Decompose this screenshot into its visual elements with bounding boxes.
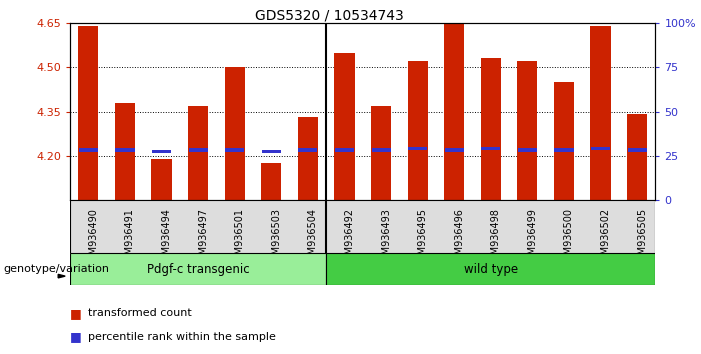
Bar	[299, 148, 318, 152]
Bar	[335, 148, 354, 152]
Text: percentile rank within the sample: percentile rank within the sample	[88, 332, 275, 342]
Text: GSM936503: GSM936503	[271, 208, 281, 267]
Polygon shape	[58, 274, 65, 278]
Bar	[70, 253, 326, 285]
Bar	[224, 67, 245, 200]
Text: GSM936498: GSM936498	[491, 208, 501, 267]
Text: ■: ■	[70, 331, 82, 343]
Bar	[261, 150, 281, 153]
Bar	[481, 58, 501, 200]
Bar	[79, 148, 98, 152]
Text: GDS5320 / 10534743: GDS5320 / 10534743	[255, 9, 404, 23]
Bar	[590, 26, 611, 200]
Text: ■: ■	[70, 307, 82, 320]
Bar	[298, 118, 318, 200]
Text: GSM936492: GSM936492	[344, 208, 355, 267]
Bar	[334, 52, 355, 200]
Text: GSM936504: GSM936504	[308, 208, 318, 267]
Text: genotype/variation: genotype/variation	[4, 264, 109, 274]
Bar	[326, 253, 655, 285]
Bar	[79, 26, 98, 200]
Text: GSM936502: GSM936502	[601, 208, 611, 267]
Bar	[261, 163, 281, 200]
Bar	[152, 150, 171, 153]
Bar	[189, 148, 207, 152]
Bar	[591, 147, 610, 150]
Text: GSM936494: GSM936494	[161, 208, 172, 267]
Text: GSM936490: GSM936490	[88, 208, 98, 267]
Text: GSM936496: GSM936496	[454, 208, 464, 267]
Bar	[225, 148, 244, 152]
Bar	[371, 105, 391, 200]
Bar	[115, 103, 135, 200]
Text: GSM936493: GSM936493	[381, 208, 391, 267]
Bar	[444, 148, 464, 152]
Text: GSM936491: GSM936491	[125, 208, 135, 267]
Text: GSM936501: GSM936501	[235, 208, 245, 267]
Bar	[554, 148, 573, 152]
Text: transformed count: transformed count	[88, 308, 191, 318]
Bar	[116, 148, 135, 152]
Text: Pdgf-c transgenic: Pdgf-c transgenic	[147, 263, 250, 275]
Text: wild type: wild type	[464, 263, 518, 275]
Bar	[188, 105, 208, 200]
Text: GSM936499: GSM936499	[527, 208, 538, 267]
Bar	[372, 148, 390, 152]
Text: GSM936495: GSM936495	[418, 208, 428, 267]
Bar	[517, 61, 538, 200]
Bar	[518, 148, 537, 152]
Bar	[482, 147, 501, 150]
Bar	[408, 147, 427, 150]
Bar	[151, 159, 172, 200]
Bar	[444, 2, 464, 200]
Text: GSM936497: GSM936497	[198, 208, 208, 267]
Text: GSM936500: GSM936500	[564, 208, 574, 267]
Bar	[627, 114, 647, 200]
Text: GSM936505: GSM936505	[637, 208, 647, 267]
Bar	[407, 61, 428, 200]
Bar	[627, 148, 647, 152]
Bar	[554, 82, 574, 200]
